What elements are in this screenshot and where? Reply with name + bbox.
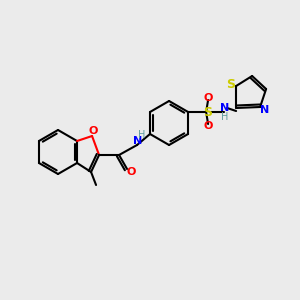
Text: N: N — [134, 136, 143, 146]
Text: O: O — [88, 126, 98, 136]
Text: N: N — [220, 103, 230, 113]
Text: S: S — [204, 106, 213, 118]
Text: H: H — [138, 130, 146, 140]
Text: N: N — [260, 105, 270, 115]
Text: O: O — [203, 121, 213, 131]
Text: H: H — [221, 112, 229, 122]
Text: S: S — [226, 79, 236, 92]
Text: O: O — [126, 167, 136, 177]
Text: O: O — [203, 93, 213, 103]
